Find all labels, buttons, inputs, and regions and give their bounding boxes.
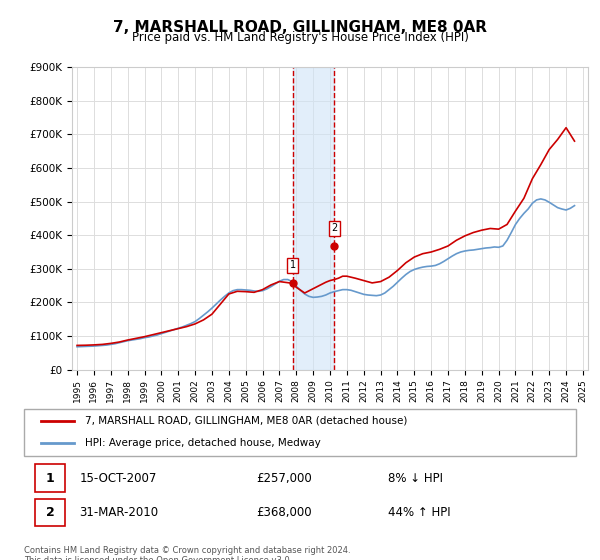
Text: 8% ↓ HPI: 8% ↓ HPI [388, 472, 443, 484]
FancyBboxPatch shape [35, 464, 65, 492]
Text: Contains HM Land Registry data © Crown copyright and database right 2024.
This d: Contains HM Land Registry data © Crown c… [24, 546, 350, 560]
FancyBboxPatch shape [35, 498, 65, 526]
Text: 1: 1 [46, 472, 55, 484]
Text: £368,000: £368,000 [256, 506, 311, 519]
Text: HPI: Average price, detached house, Medway: HPI: Average price, detached house, Medw… [85, 438, 320, 448]
FancyBboxPatch shape [24, 409, 576, 456]
Text: 7, MARSHALL ROAD, GILLINGHAM, ME8 0AR: 7, MARSHALL ROAD, GILLINGHAM, ME8 0AR [113, 20, 487, 35]
Text: 1: 1 [290, 260, 296, 270]
Bar [293, 67, 334, 370]
Text: 44% ↑ HPI: 44% ↑ HPI [388, 506, 451, 519]
Text: £257,000: £257,000 [256, 472, 311, 484]
Text: 15-OCT-2007: 15-OCT-2007 [79, 472, 157, 484]
Text: 31-MAR-2010: 31-MAR-2010 [79, 506, 158, 519]
Text: 7, MARSHALL ROAD, GILLINGHAM, ME8 0AR (detached house): 7, MARSHALL ROAD, GILLINGHAM, ME8 0AR (d… [85, 416, 407, 426]
Text: 2: 2 [331, 223, 337, 233]
Text: Price paid vs. HM Land Registry's House Price Index (HPI): Price paid vs. HM Land Registry's House … [131, 31, 469, 44]
Text: 2: 2 [46, 506, 55, 519]
